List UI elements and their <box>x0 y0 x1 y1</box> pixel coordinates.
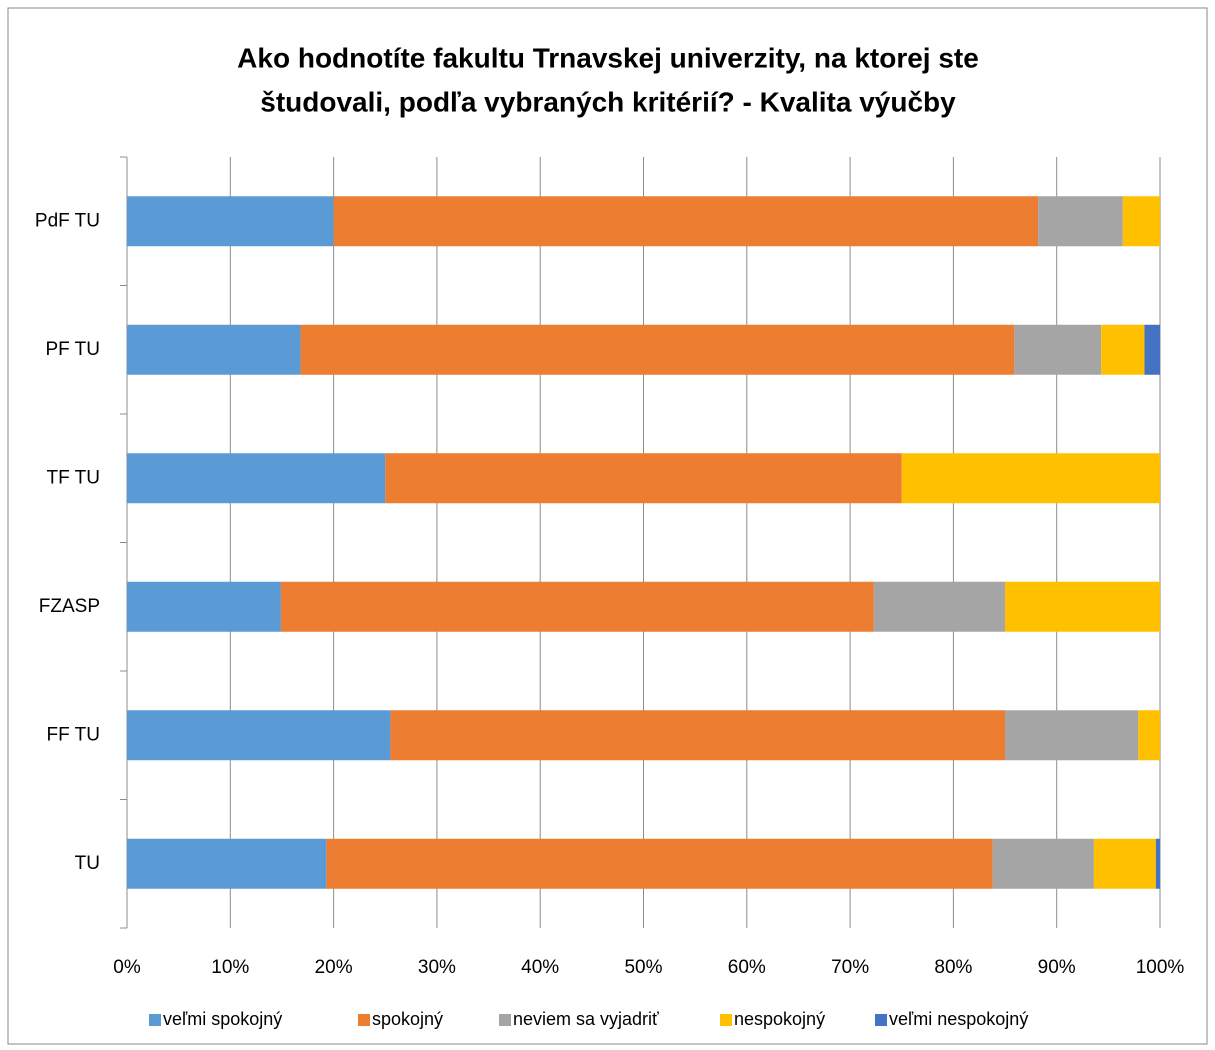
x-tick-label: 0% <box>113 957 141 978</box>
bar-segment <box>300 324 1015 375</box>
x-tick-label: 80% <box>934 957 972 978</box>
x-tick-label: 90% <box>1038 957 1076 978</box>
bar-segment <box>901 453 1160 504</box>
legend-label: neviem sa vyjadriť <box>513 1009 659 1029</box>
bar-segment <box>1005 710 1139 761</box>
x-tick-label: 100% <box>1136 957 1185 978</box>
x-tick-label: 10% <box>211 957 249 978</box>
chart-title: Ako hodnotíte fakultu Trnavskej univerzi… <box>237 42 979 73</box>
bar-segment <box>326 838 993 889</box>
x-tick-label: 70% <box>831 957 869 978</box>
y-tick-label: PdF TU <box>35 210 100 231</box>
legend-label: veľmi nespokojný <box>889 1009 1028 1029</box>
y-tick-label: FF TU <box>47 724 100 745</box>
legend-swatch <box>720 1014 732 1026</box>
legend-swatch <box>499 1014 511 1026</box>
y-tick-label: PF TU <box>45 339 100 360</box>
bar-segment <box>873 581 1006 632</box>
bar-segment <box>127 710 391 761</box>
bar-segment <box>1122 196 1160 247</box>
chart-title: študovali, podľa vybraných kritérií? - K… <box>260 86 956 117</box>
bar-segment <box>127 838 327 889</box>
x-tick-label: 50% <box>624 957 662 978</box>
bar-segment <box>1038 196 1123 247</box>
bar-segment <box>1138 710 1160 761</box>
x-tick-label: 60% <box>728 957 766 978</box>
bar-segment <box>127 196 334 247</box>
y-tick-label: TF TU <box>47 467 100 488</box>
legend-swatch <box>358 1014 370 1026</box>
bar-segment <box>390 710 1006 761</box>
bar-segment <box>1101 324 1145 375</box>
legend-label: nespokojný <box>734 1009 825 1029</box>
bar-segment <box>280 581 874 632</box>
bar-segment <box>1144 324 1160 375</box>
bar-segment <box>385 453 902 504</box>
bar-segment <box>127 581 281 632</box>
bar-segment <box>1014 324 1102 375</box>
bar-segment <box>1155 838 1160 889</box>
legend-label: spokojný <box>372 1009 443 1029</box>
y-tick-label: TU <box>75 853 100 874</box>
bar-segment <box>127 324 301 375</box>
x-tick-label: 30% <box>418 957 456 978</box>
legend-swatch <box>875 1014 887 1026</box>
bar-segment <box>333 196 1039 247</box>
bar-segment <box>1093 838 1156 889</box>
bar-segment <box>992 838 1094 889</box>
legend-swatch <box>149 1014 161 1026</box>
y-tick-label: FZASP <box>39 596 100 617</box>
legend-label: veľmi spokojný <box>163 1009 282 1029</box>
bar-segment <box>127 453 386 504</box>
x-tick-label: 20% <box>315 957 353 978</box>
bar-segment <box>1005 581 1160 632</box>
x-tick-label: 40% <box>521 957 559 978</box>
